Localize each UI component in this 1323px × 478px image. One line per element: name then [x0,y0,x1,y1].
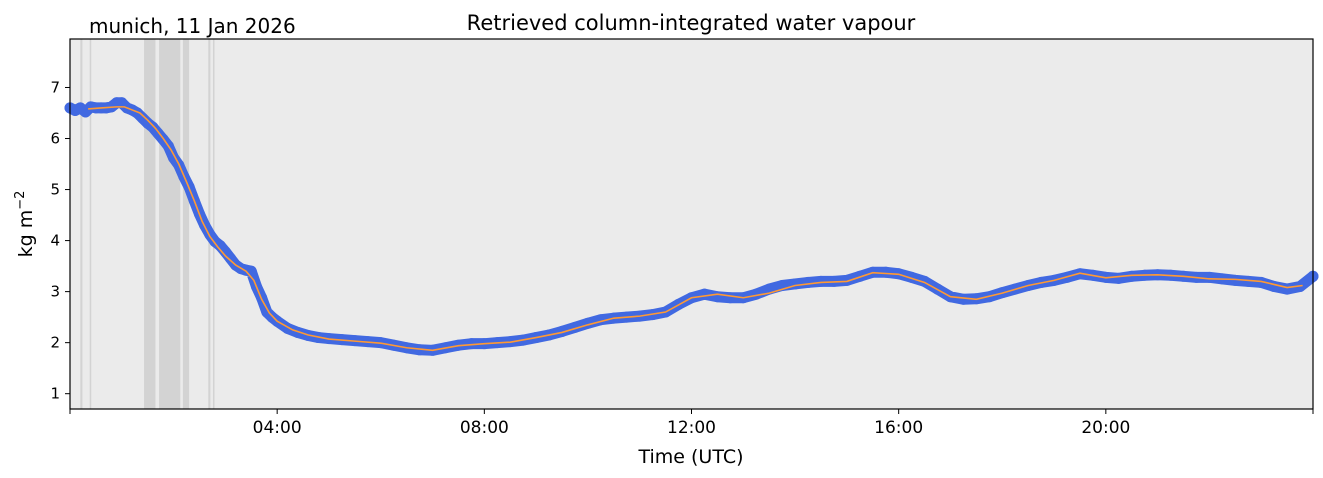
y-axis-label-base: kg m [15,210,37,258]
smoothed-series-line [88,106,1303,352]
y-tick-label: 6 [50,130,60,148]
x-tick-label: 04:00 [253,418,302,438]
shaded-interval [159,39,181,409]
y-tick-label: 2 [50,334,60,352]
x-tick-label: 08:00 [460,418,509,438]
shaded-interval [144,39,156,409]
x-axis-ticks: 04:00 08:00 12:00 16:00 20:00 [69,409,1314,438]
shaded-interval [80,39,83,409]
y-axis-label: kg m−2 [13,191,37,258]
y-tick-label: 3 [50,283,60,301]
chart-title: Retrieved column-integrated water vapour [467,11,916,35]
y-tick-label: 1 [50,385,60,403]
y-axis-label-superscript: −2 [13,191,28,210]
x-tick-label: 12:00 [667,418,716,438]
x-tick-label: 20:00 [1081,418,1130,438]
y-tick-label: 5 [50,181,60,199]
y-axis-ticks: 1 2 3 4 5 6 7 [50,78,70,403]
location-date-label: munich, 11 Jan 2026 [89,14,296,38]
shaded-interval [212,39,215,409]
shaded-interval [89,39,92,409]
plot-background [70,39,1313,409]
x-axis-label: Time (UTC) [637,446,743,468]
y-tick-label: 7 [50,78,60,96]
x-tick-label: 16:00 [874,418,923,438]
y-tick-label: 4 [50,232,60,250]
shaded-interval [182,39,190,409]
